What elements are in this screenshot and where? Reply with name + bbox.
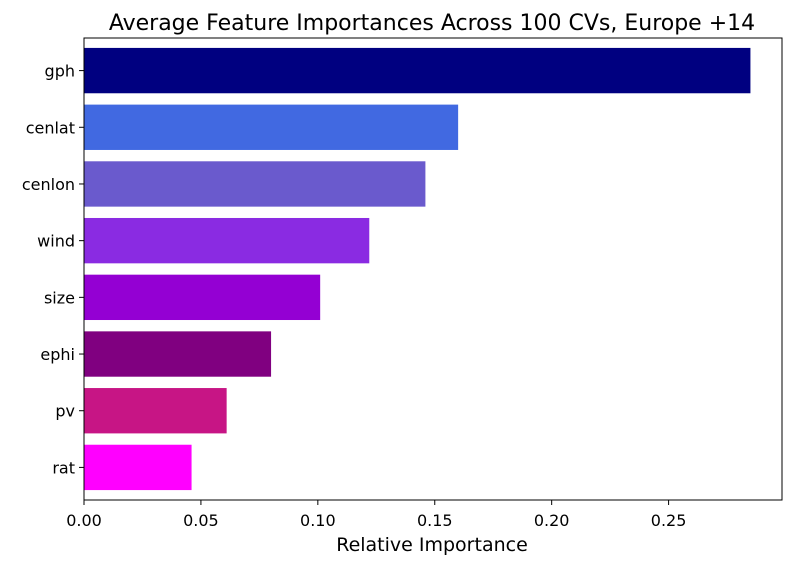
x-tick-label: 0.15 — [417, 511, 453, 530]
y-tick-label-wind: wind — [37, 232, 75, 251]
plot-frame — [83, 37, 783, 501]
chart-title: Average Feature Importances Across 100 C… — [109, 11, 755, 36]
y-tick-label-size: size — [44, 288, 75, 307]
y-tick-label-rat: rat — [52, 458, 75, 477]
y-tick-label-cenlat: cenlat — [26, 118, 75, 137]
x-axis-label: Relative Importance — [336, 534, 528, 556]
x-tick-label: 0.05 — [183, 511, 219, 530]
bar-cenlon — [84, 161, 426, 207]
y-tick-label-ephi: ephi — [40, 345, 75, 364]
y-tick-label-cenlon: cenlon — [22, 175, 75, 194]
x-axis-ticks: 0.00 0.05 0.10 0.15 0.20 0.25 — [66, 500, 686, 530]
y-axis-ticks: gph cenlat cenlon wind size ephi pv rat — [22, 62, 84, 477]
x-tick-label: 0.10 — [300, 511, 336, 530]
bar-gph — [84, 47, 751, 94]
bar-ephi — [84, 331, 272, 377]
y-tick-label-gph: gph — [45, 62, 75, 81]
bar-pv — [84, 388, 227, 434]
bar-rat — [84, 444, 192, 491]
bar-cenlat — [84, 104, 459, 150]
x-tick-label: 0.25 — [651, 511, 687, 530]
x-tick-label: 0.00 — [66, 511, 102, 530]
bar-size — [84, 274, 321, 321]
bar-wind — [84, 217, 370, 264]
bars-group — [84, 47, 751, 491]
y-tick-label-pv: pv — [55, 402, 75, 421]
x-tick-label: 0.20 — [534, 511, 570, 530]
